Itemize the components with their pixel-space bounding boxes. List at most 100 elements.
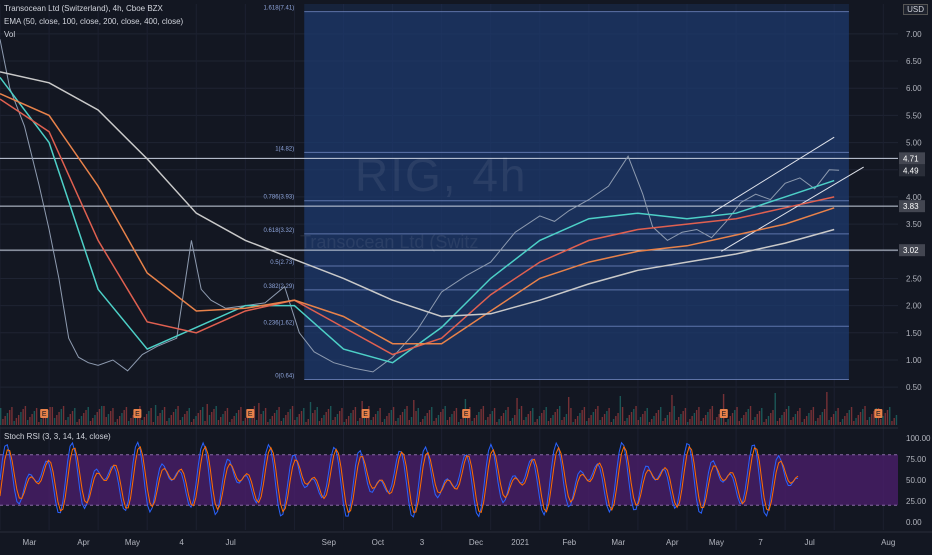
volume-bar [803, 419, 806, 425]
volume-bar [62, 406, 65, 425]
volume-bar [581, 410, 583, 425]
volume-bar [195, 416, 197, 425]
volume-bar [536, 419, 538, 425]
volume-bar [574, 419, 577, 425]
volume-bar [839, 422, 842, 425]
volume-bar [505, 410, 507, 425]
volume-bar [767, 416, 770, 425]
volume-bar [761, 408, 763, 425]
volume-bar [855, 418, 857, 425]
volume-bar [651, 419, 653, 425]
volume-bar [673, 406, 675, 425]
volume-bar [523, 420, 525, 425]
volume-bar [370, 420, 372, 425]
volume-bar [588, 418, 590, 425]
volume-bar [105, 417, 107, 425]
volume-bar [704, 415, 707, 425]
volume-bar [736, 407, 738, 425]
volume-bar [148, 411, 150, 425]
volume-bar [507, 407, 509, 425]
volume-bar [680, 414, 682, 425]
volume-bar [621, 407, 624, 425]
earnings-marker [40, 409, 49, 418]
volume-bar [321, 418, 323, 425]
volume-bar [190, 422, 193, 425]
volume-bar [20, 412, 22, 425]
volume-bar [8, 410, 11, 425]
volume-bar [101, 406, 103, 425]
volume-bar [709, 409, 711, 425]
volume-bar [496, 422, 498, 425]
volume-bar [127, 421, 130, 425]
ema-legend[interactable]: EMA (50, close, 100, close, 200, close, … [4, 17, 184, 26]
volume-bar [853, 421, 855, 425]
volume-bar [669, 412, 671, 425]
stoch-rsi-legend[interactable]: Stoch RSI (3, 3, 14, 14, close) [4, 432, 111, 441]
volume-bar [294, 420, 296, 425]
volume-bar [431, 407, 433, 425]
volume-bar [374, 414, 377, 425]
volume-bar [44, 413, 47, 425]
volume-bar [455, 408, 458, 425]
volume-bar [343, 422, 345, 425]
volume-bar [545, 407, 547, 425]
volume-bar [682, 411, 684, 425]
price-tick-label: 0.50 [906, 383, 922, 392]
volume-bar [296, 417, 298, 425]
volume-bar [161, 410, 164, 425]
volume-bar [58, 412, 60, 425]
volume-bar [397, 418, 399, 425]
volume-bar [743, 415, 745, 425]
volume-bar [110, 411, 112, 425]
volume-bar [516, 398, 518, 425]
currency-badge[interactable]: USD [903, 4, 928, 15]
volume-bar [841, 419, 844, 425]
volume-bar [217, 420, 220, 425]
volume-bar [819, 415, 821, 425]
volume-bar [264, 408, 267, 425]
volume-bar [862, 409, 864, 425]
volume-bar [608, 408, 610, 425]
volume-bar [765, 419, 767, 425]
volume-bar [226, 408, 229, 425]
volume-bar [734, 410, 736, 425]
volume-bar [453, 411, 455, 425]
volume-bar [532, 408, 534, 425]
symbol-legend[interactable]: Transocean Ltd (Switzerland), 4h, Cboe B… [4, 4, 163, 13]
channel-upper-line [711, 136, 835, 214]
volume-bar [166, 421, 168, 425]
fib-level-label: 0.618(3.32) [264, 228, 295, 234]
time-tick-label: Mar [611, 538, 625, 547]
fib-level-label: 0.5(2.73) [270, 260, 294, 266]
volume-bar [844, 416, 846, 425]
volume-bar [444, 406, 446, 425]
volume-bar [330, 406, 332, 425]
volume-bar [882, 416, 884, 425]
volume-bar [179, 420, 181, 425]
time-tick-label: Jul [226, 538, 236, 547]
volume-bar [53, 418, 56, 425]
volume-bar [352, 410, 354, 425]
volume-bar [559, 406, 561, 425]
fib-level-label: 0.382(2.29) [264, 284, 295, 290]
volume-bar [244, 418, 247, 425]
volume-bar [583, 407, 586, 425]
volume-bar [211, 412, 213, 425]
volume-bar [556, 409, 559, 425]
volume-bar [457, 422, 460, 425]
volume-bar [796, 411, 799, 425]
volume-bar [801, 422, 803, 425]
volume-bar [848, 410, 851, 425]
volume-bar [790, 420, 792, 425]
price-tick-label: 6.50 [906, 57, 922, 66]
volume-bar [484, 420, 487, 425]
volume-bar [756, 414, 758, 425]
volume-bar [98, 409, 101, 425]
volume-bar [83, 413, 85, 425]
stoch-d-line [0, 445, 799, 514]
volume-bar [617, 413, 619, 425]
volume-bar [787, 406, 790, 425]
volume-bar [242, 421, 244, 425]
volume-legend[interactable]: Vol [4, 30, 16, 39]
